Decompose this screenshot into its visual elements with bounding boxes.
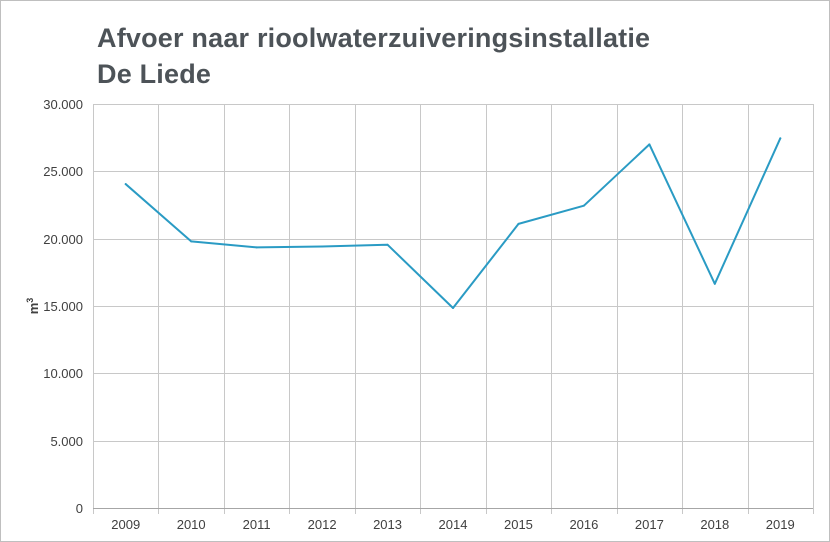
data-point	[517, 222, 520, 225]
x-tick-label: 2016	[569, 517, 598, 532]
x-tick-label: 2012	[308, 517, 337, 532]
data-point	[452, 307, 454, 310]
y-tick-label: 25.000	[43, 164, 83, 179]
y-tick-label: 15.000	[43, 299, 83, 314]
data-point	[321, 245, 324, 248]
y-axis-label: m3	[25, 298, 41, 315]
data-point	[386, 243, 389, 246]
y-axis-label-text: m	[26, 303, 41, 315]
y-tick-label: 0	[76, 501, 83, 516]
data-point	[190, 240, 193, 243]
y-tick-label: 10.000	[43, 366, 83, 381]
y-axis-label-superscript: 3	[25, 298, 35, 303]
data-point	[713, 282, 716, 285]
x-tick-label: 2017	[635, 517, 664, 532]
x-tick-label: 2010	[177, 517, 206, 532]
series-layer	[124, 137, 782, 310]
x-tick-label: 2011	[243, 517, 271, 532]
x-tick-label: 2009	[111, 517, 140, 532]
chart-title-line-1: Afvoer naar rioolwaterzuiveringsinstalla…	[97, 23, 651, 53]
data-point	[124, 183, 127, 186]
y-tick-label: 20.000	[43, 232, 83, 247]
data-point	[255, 246, 258, 249]
y-tick-label: 30.000	[43, 97, 83, 112]
x-tick-label: 2018	[700, 517, 729, 532]
x-tick-label: 2013	[373, 517, 402, 532]
y-tick-label: 5.000	[50, 434, 83, 449]
chart-title: Afvoer naar rioolwaterzuiveringsinstalla…	[97, 20, 650, 92]
grid-layer	[93, 104, 814, 514]
chart-title-line-2: De Liede	[97, 59, 212, 89]
tick-labels: 0 5.000 10.000 15.000 20.000 25.000 30.000 2009…	[43, 97, 794, 532]
x-tick-label: 2019	[766, 517, 795, 532]
data-point	[779, 137, 782, 140]
data-point	[582, 204, 585, 207]
data-point	[648, 143, 651, 146]
x-tick-label: 2014	[439, 517, 468, 532]
x-tick-label: 2015	[504, 517, 533, 532]
